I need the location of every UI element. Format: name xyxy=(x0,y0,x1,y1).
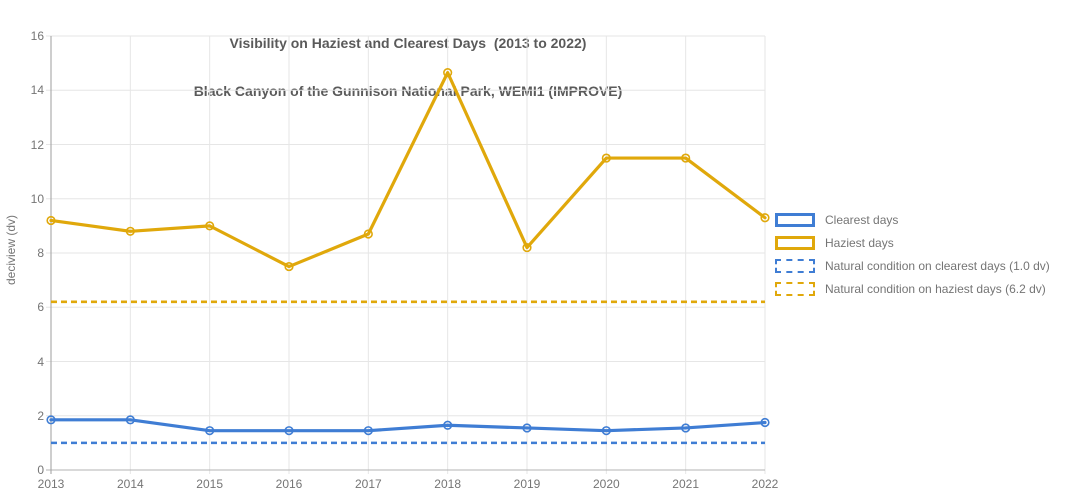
data-point-haziest-days xyxy=(443,68,453,78)
series-line-clearest-days xyxy=(49,418,767,433)
data-point-clearest-days xyxy=(205,426,215,436)
x-tick-label: 2019 xyxy=(513,477,541,491)
legend-item: Natural condition on haziest days (6.2 d… xyxy=(775,282,1050,296)
data-point-haziest-days xyxy=(601,153,611,163)
legend-swatch-solid xyxy=(775,236,815,250)
data-point-clearest-days xyxy=(601,426,611,436)
y-tick-label: 6 xyxy=(37,300,44,315)
x-tick-label: 2017 xyxy=(354,477,382,491)
data-point-haziest-days xyxy=(681,153,691,163)
x-tick-label: 2022 xyxy=(751,477,779,491)
legend-item: Haziest days xyxy=(775,236,1050,250)
data-point-haziest-days xyxy=(125,226,135,236)
data-point-clearest-days xyxy=(443,420,453,430)
legend-label: Haziest days xyxy=(825,236,894,250)
data-point-haziest-days xyxy=(46,215,56,226)
data-point-clearest-days xyxy=(125,415,135,425)
data-point-haziest-days xyxy=(760,213,770,223)
y-tick-label: 2 xyxy=(37,408,44,423)
data-point-haziest-days xyxy=(363,229,373,239)
x-tick-label: 2021 xyxy=(672,477,699,491)
legend-item: Natural condition on clearest days (1.0 … xyxy=(775,259,1050,273)
y-tick-label: 0 xyxy=(37,463,44,477)
x-tick-label: 2014 xyxy=(116,477,144,491)
y-tick-label: 8 xyxy=(37,246,44,260)
y-tick-label: 14 xyxy=(30,83,44,98)
chart-title: Visibility on Haziest and Clearest Days … xyxy=(51,3,765,131)
data-point-clearest-days xyxy=(522,423,532,433)
x-tick-label: 2015 xyxy=(196,477,223,491)
chart-title-line1: Visibility on Haziest and Clearest Days … xyxy=(229,35,587,51)
chart-title-line2: Black Canyon of the Gunnison National Pa… xyxy=(193,83,623,99)
y-tick-label: 16 xyxy=(30,29,44,43)
data-point-haziest-days xyxy=(284,261,294,272)
y-tick-label: 10 xyxy=(30,191,44,206)
legend-item: Clearest days xyxy=(775,213,1050,227)
data-point-haziest-days xyxy=(205,221,215,231)
legend-label: Natural condition on haziest days (6.2 d… xyxy=(825,282,1046,296)
data-point-clearest-days xyxy=(284,426,294,436)
series-line-haziest-days xyxy=(49,71,767,269)
x-tick-label: 2018 xyxy=(434,477,461,491)
data-point-clearest-days xyxy=(363,426,373,436)
legend-swatch-solid xyxy=(775,213,815,227)
y-tick-label: 4 xyxy=(37,354,44,369)
data-point-haziest-days xyxy=(522,242,532,253)
legend-label: Natural condition on clearest days (1.0 … xyxy=(825,259,1050,273)
data-point-clearest-days xyxy=(681,423,691,433)
legend: Clearest days Haziest days Natural conditi… xyxy=(775,213,1050,305)
x-tick-label: 2020 xyxy=(592,477,620,491)
legend-label: Clearest days xyxy=(825,213,899,227)
data-point-clearest-days xyxy=(46,415,56,425)
y-tick-label: 12 xyxy=(30,137,44,152)
legend-swatch-dashed xyxy=(775,282,815,296)
x-tick-label: 2016 xyxy=(275,477,303,491)
x-tick-label: 2013 xyxy=(37,477,65,491)
data-point-clearest-days xyxy=(760,417,770,428)
legend-swatch-dashed xyxy=(775,259,815,273)
